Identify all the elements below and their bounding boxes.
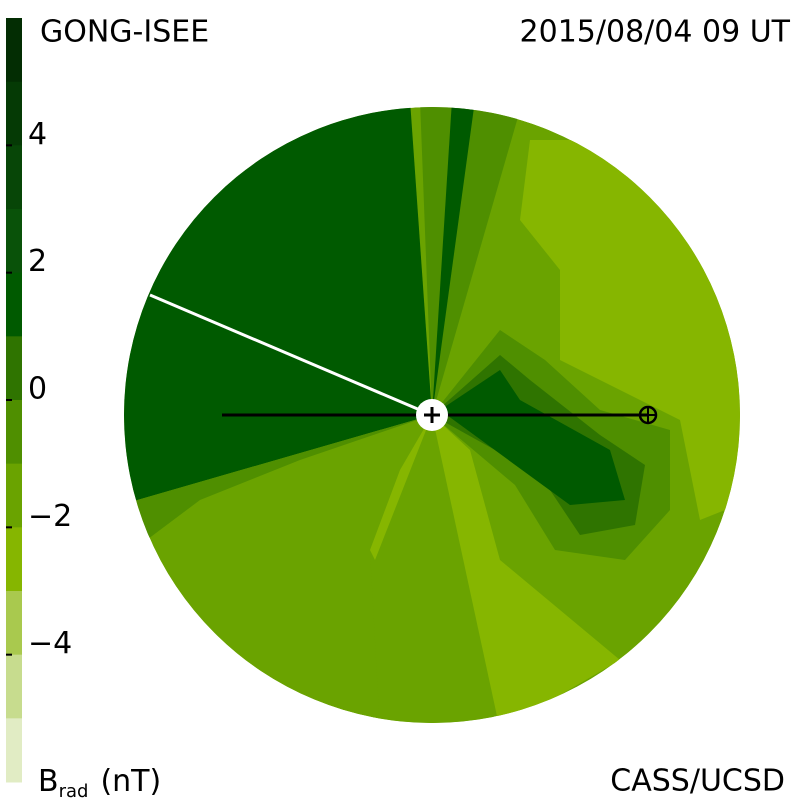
sun-marker bbox=[424, 407, 440, 423]
colorbar-band bbox=[6, 81, 22, 146]
map-region bbox=[124, 415, 432, 560]
colorbar-band bbox=[6, 591, 22, 656]
credit: CASS/UCSD bbox=[610, 764, 785, 799]
colorbar-band bbox=[6, 209, 22, 274]
source-label: GONG-ISEE bbox=[40, 15, 209, 50]
colorbar-band bbox=[6, 718, 22, 783]
colorbar-tick-label: 4 bbox=[28, 117, 47, 152]
symbol: B bbox=[38, 764, 59, 799]
colorbar-band bbox=[6, 272, 22, 337]
timestamp: 2015/08/04 09 UT bbox=[520, 15, 791, 50]
colorbar-band bbox=[6, 400, 22, 465]
colorbar-tick-label: 0 bbox=[28, 372, 47, 407]
colorbar-band bbox=[6, 463, 22, 528]
colorbar: 4 2 0 −2 −4 bbox=[6, 18, 72, 783]
colorbar-tick-label: 2 bbox=[28, 244, 47, 279]
earth-marker bbox=[640, 407, 656, 423]
colorbar-band bbox=[6, 145, 22, 210]
colorbar-tick-label: −4 bbox=[28, 626, 72, 661]
reference-line bbox=[149, 293, 421, 412]
colorbar-band bbox=[6, 336, 22, 401]
subscript: rad bbox=[59, 781, 89, 800]
unit: (nT) bbox=[100, 764, 161, 799]
map-region bbox=[432, 415, 620, 723]
map-region bbox=[420, 107, 520, 415]
map-region bbox=[440, 370, 625, 505]
colorbar-band bbox=[6, 18, 22, 83]
colorbar-label: Brad (nT) bbox=[38, 764, 161, 801]
map-region bbox=[432, 107, 475, 415]
colorbar-tick-label: −2 bbox=[28, 499, 72, 534]
map-region bbox=[370, 415, 432, 560]
colorbar-band bbox=[6, 654, 22, 719]
colorbar-band bbox=[6, 527, 22, 592]
